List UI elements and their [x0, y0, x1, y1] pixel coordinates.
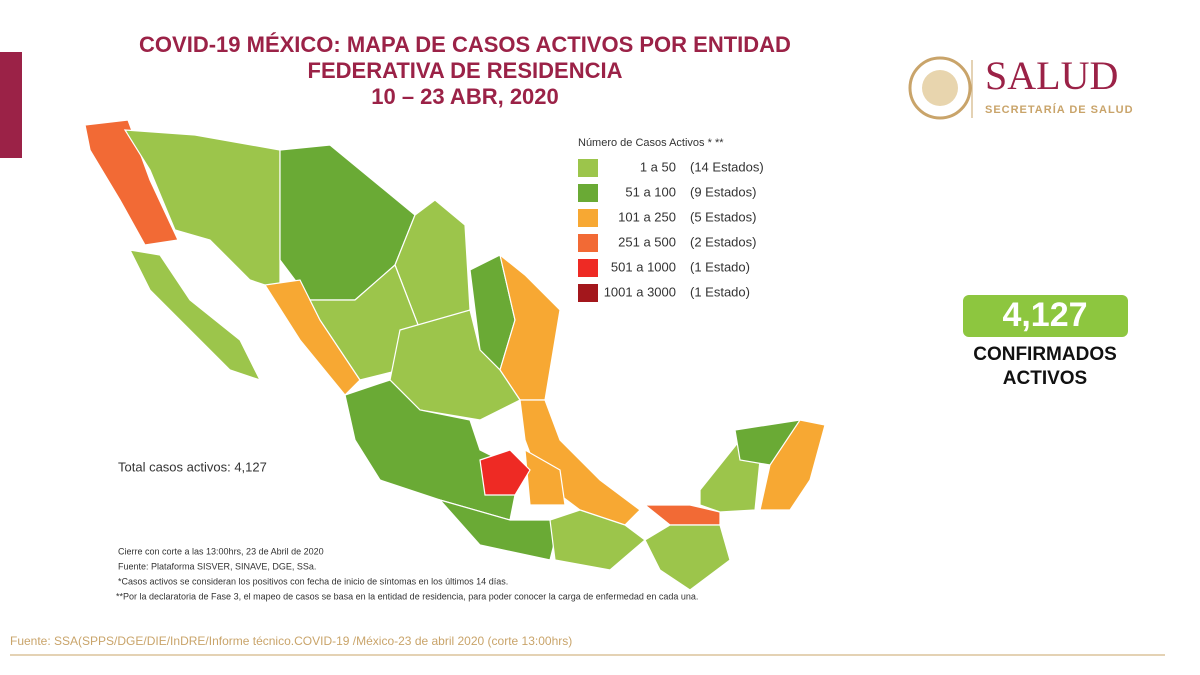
legend-count: (9 Estados) [690, 184, 756, 199]
logo-title: SALUD [985, 53, 1118, 98]
legend-swatch [578, 284, 598, 302]
legend-count: (2 Estados) [690, 234, 756, 249]
state [759, 419, 826, 511]
note: Cierre con corte a las 13:00hrs, 23 de A… [118, 546, 324, 556]
note: **Por la declaratoria de Fase 3, el mape… [116, 591, 698, 601]
kpi-label: ACTIVOS [1003, 368, 1087, 389]
emblem-center [922, 70, 958, 106]
title-line: FEDERATIVA DE RESIDENCIA [308, 58, 623, 83]
legend-range: 51 a 100 [625, 184, 676, 199]
legend-range: 501 a 1000 [611, 259, 676, 274]
state [524, 448, 566, 506]
emblem [908, 56, 972, 120]
legend-count: (1 Estado) [690, 284, 750, 299]
legend-count: (14 Estados) [690, 159, 764, 174]
note: Fuente: Plataforma SISVER, SINAVE, DGE, … [118, 561, 316, 571]
side-bar [0, 52, 22, 158]
state [123, 129, 281, 291]
state [479, 449, 531, 496]
legend-count: (1 Estado) [690, 259, 750, 274]
note: *Casos activos se consideran los positiv… [118, 576, 508, 586]
kpi-box [963, 295, 1128, 337]
title-line: 10 – 23 ABR, 2020 [371, 84, 559, 109]
legend-swatch [578, 184, 598, 202]
state [643, 504, 721, 526]
map [84, 119, 826, 591]
state [128, 249, 262, 382]
legend: Número de Casos Activos * ** 1 a 50 (14 E… [578, 137, 764, 302]
kpi-value: 4,127 [1002, 296, 1087, 334]
legend-swatch [578, 259, 598, 277]
total-text: Total casos activos: 4,127 [118, 459, 267, 474]
footer: Fuente: SSA(SPPS/DGE/DIE/InDRE/Informe t… [10, 634, 572, 648]
legend-count: (5 Estados) [690, 209, 756, 224]
legend-swatch [578, 159, 598, 177]
legend-range: 1 a 50 [640, 159, 676, 174]
legend-swatch [578, 209, 598, 227]
title-line: COVID-19 MÉXICO: MAPA DE CASOS ACTIVOS P… [139, 32, 791, 57]
legend-title: Número de Casos Activos * ** [578, 137, 724, 149]
kpi-label: CONFIRMADOS [973, 344, 1117, 365]
legend-range: 101 a 250 [618, 209, 676, 224]
logo-subtitle: SECRETARÍA DE SALUD [985, 103, 1134, 116]
legend-range: 251 a 500 [618, 234, 676, 249]
notes: Cierre con corte a las 13:00hrs, 23 de A… [116, 546, 698, 601]
state [644, 524, 731, 591]
legend-range: 1001 a 3000 [604, 284, 676, 299]
title: COVID-19 MÉXICO: MAPA DE CASOS ACTIVOS P… [139, 32, 791, 109]
legend-swatch [578, 234, 598, 252]
